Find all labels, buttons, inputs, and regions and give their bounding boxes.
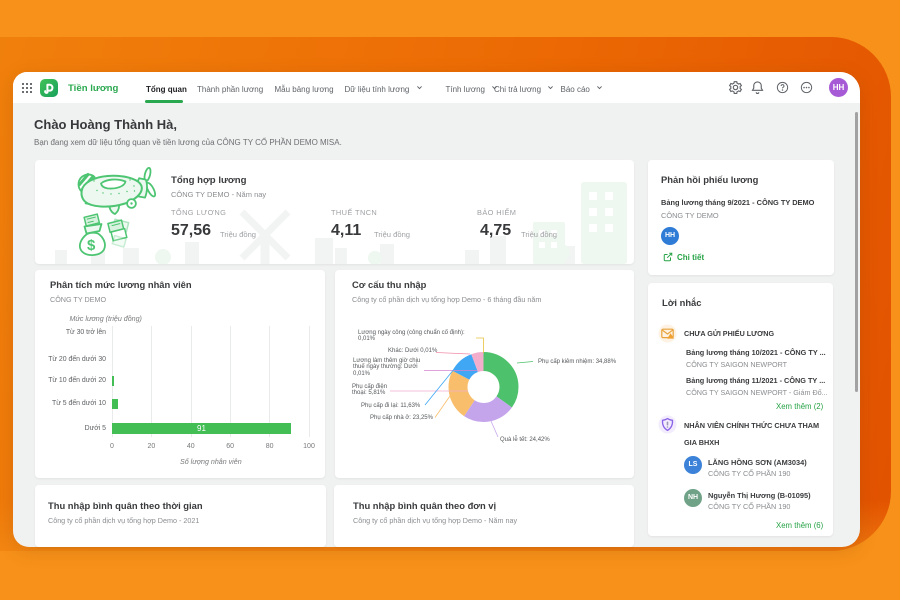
svg-text:$: $ (87, 237, 96, 254)
